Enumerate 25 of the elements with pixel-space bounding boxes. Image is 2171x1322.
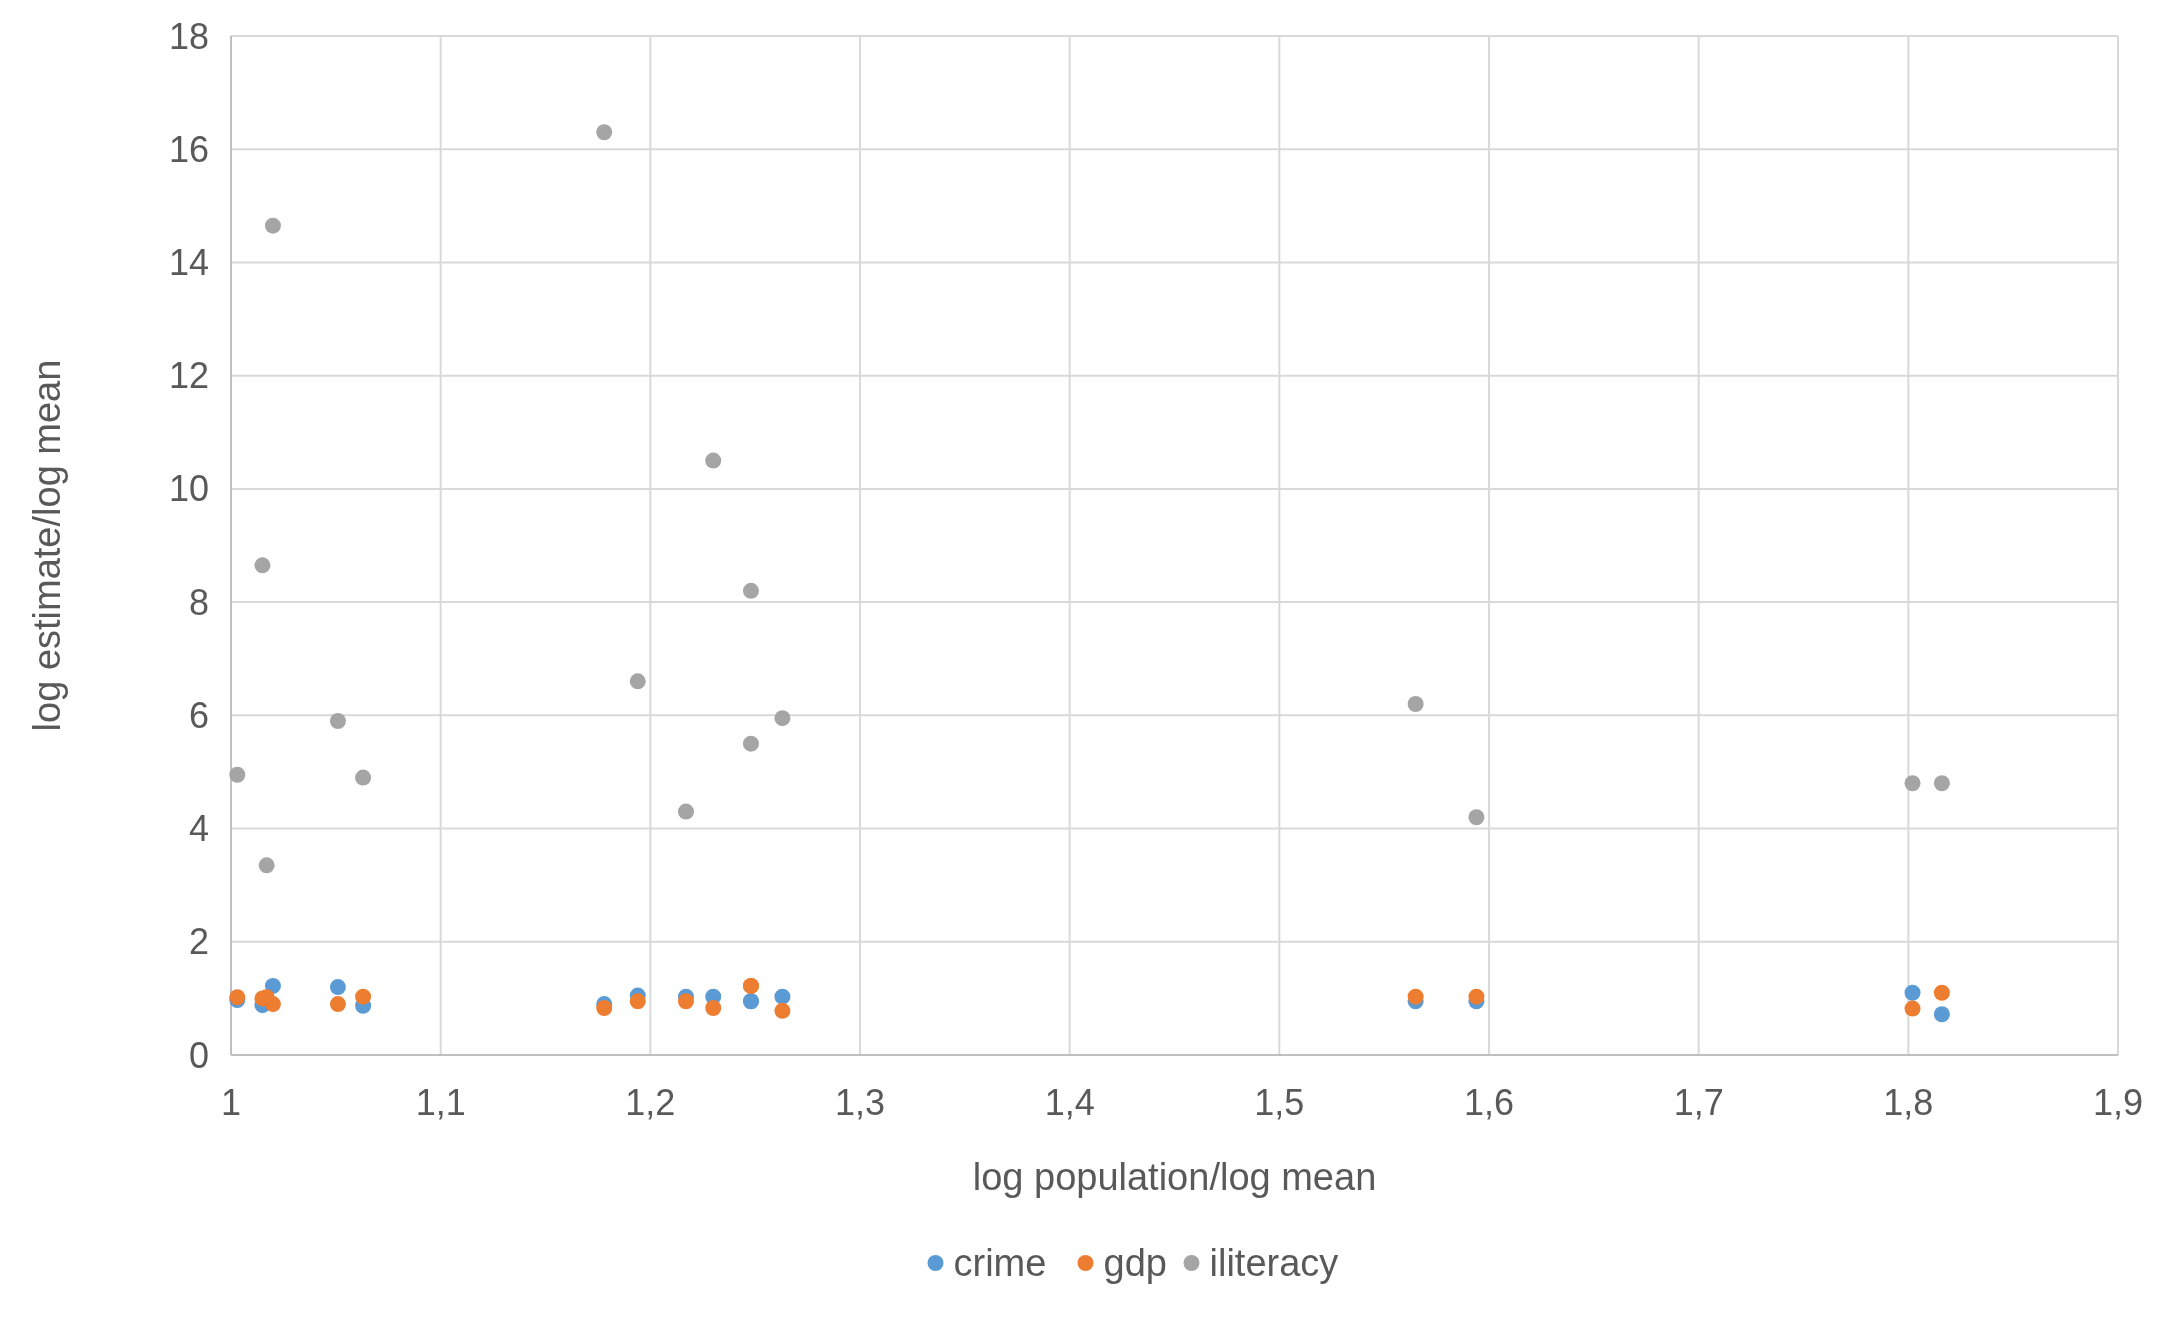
y-tick-label: 16 — [168, 128, 209, 170]
y-tick-label: 18 — [168, 15, 209, 57]
y-tick-label: 2 — [188, 921, 209, 963]
x-tick-label: 1,8 — [1883, 1082, 1934, 1123]
y-tick-label: 6 — [188, 694, 209, 736]
y-tick-label: 0 — [188, 1034, 209, 1076]
x-tick-label: 1,3 — [834, 1082, 886, 1123]
y-tick-label: 14 — [168, 242, 209, 284]
x-tick-label: 1,6 — [1463, 1082, 1515, 1123]
y-tick-label: 12 — [168, 355, 209, 397]
x-tick-label: 1,5 — [1254, 1082, 1305, 1123]
legend-label: iliteracy — [1209, 1242, 1339, 1285]
y-tick-label: 4 — [188, 808, 209, 850]
y-axis-title: log estimate/log mean — [26, 359, 68, 732]
legend-label: gdp — [1103, 1242, 1167, 1285]
x-tick-label: 1,2 — [625, 1082, 676, 1123]
x-tick-label: 1,7 — [1673, 1082, 1724, 1123]
legend-label: crime — [953, 1242, 1047, 1285]
x-tick-label: 1,9 — [2092, 1082, 2144, 1123]
x-axis-title: log population/log mean — [972, 1156, 1377, 1198]
y-tick-label: 8 — [188, 581, 209, 623]
x-tick-label: 1,4 — [1044, 1082, 1095, 1123]
x-tick-label: 1 — [220, 1082, 242, 1123]
x-tick-label: 1,1 — [415, 1082, 466, 1123]
y-tick-label: 10 — [168, 468, 209, 510]
